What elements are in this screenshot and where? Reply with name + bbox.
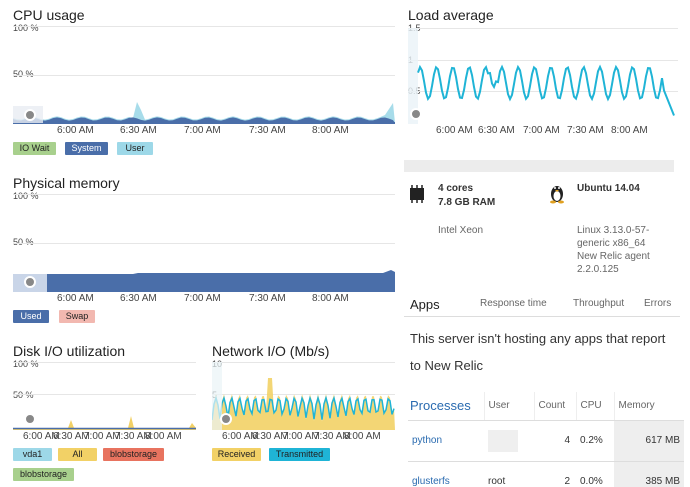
range-handle-icon[interactable] [410,108,422,120]
process-cpu: 0.2% [576,420,614,462]
col-cpu[interactable]: CPU [575,392,614,421]
legend-blobstorage-green[interactable]: blobstorage [13,468,74,481]
disk-x-tick: 6:00 AM [23,431,60,442]
disk-x-tick: 8:00 AM [145,431,182,442]
processes-table: Processes User Count CPU Memory python 4… [408,392,684,487]
network-chart[interactable] [212,362,395,430]
server-cpu-model: Intel Xeon [438,225,484,236]
cpu-chart[interactable] [13,26,395,126]
server-cores: 4 cores [438,183,474,194]
cpu-y-mid: 50 % [13,69,34,79]
load-x-tick: 6:30 AM [478,125,515,136]
legend-all[interactable]: All [58,448,97,461]
memory-x-tick: 7:30 AM [249,293,286,304]
load-series-line [417,64,675,116]
cpu-x-tick: 7:30 AM [249,125,286,136]
legend-system[interactable]: System [65,142,108,155]
network-x-tick: 6:30 AM [252,431,289,442]
range-handle-icon[interactable] [24,109,36,121]
network-transmitted-line [212,395,395,421]
server-agent-version: 2.2.0.125 [577,264,619,275]
linux-tux-icon [550,186,564,204]
apps-divider [404,316,680,317]
load-chart-title: Load average [408,7,494,23]
disk-x-tick: 7:00 AM [84,431,121,442]
network-x-tick: 6:00 AM [222,431,259,442]
cpu-y-top: 100 % [13,23,39,33]
memory-used-area [13,270,395,292]
process-count: 4 [534,420,576,462]
cpu-x-tick: 6:00 AM [57,125,94,136]
range-handle-icon[interactable] [220,413,232,425]
server-os: Ubuntu 14.04 [577,183,640,194]
process-count: 2 [534,461,576,487]
server-ram: 7.8 GB RAM [438,197,496,208]
legend-vda1[interactable]: vda1 [13,448,52,461]
memory-chart[interactable] [13,194,395,292]
disk-chart[interactable] [13,362,196,430]
server-kernel: Linux 3.13.0-57- [577,225,650,236]
apps-empty-message: This server isn't hosting any apps that … [410,331,666,346]
table-row[interactable]: glusterfs root 2 0.0% 385 MB [408,461,684,487]
process-user [484,420,534,462]
col-count[interactable]: Count [533,392,576,421]
network-x-tick: 7:00 AM [283,431,320,442]
apps-col-throughput[interactable]: Throughput [573,298,625,309]
legend-used[interactable]: Used [13,310,49,323]
apps-col-response-time[interactable]: Response time [480,298,547,309]
memory-x-tick: 6:30 AM [120,293,157,304]
network-x-tick: 8:00 AM [344,431,381,442]
server-agent: New Relic agent [577,251,650,262]
process-name[interactable]: python [408,420,484,462]
memory-y-top: 100 % [13,191,39,201]
memory-x-tick: 7:00 AM [184,293,221,304]
processes-header[interactable]: Processes [408,392,484,421]
load-chart[interactable] [408,28,678,124]
load-x-tick: 7:00 AM [523,125,560,136]
process-memory: 385 MB [614,461,684,487]
range-handle-icon[interactable] [24,276,36,288]
load-x-tick: 6:00 AM [436,125,473,136]
cpu-x-tick: 6:30 AM [120,125,157,136]
redacted-user [488,429,518,452]
memory-chart-title: Physical memory [13,175,120,191]
legend-transmitted[interactable]: Transmitted [269,448,330,461]
disk-x-tick: 7:30 AM [115,431,152,442]
memory-x-tick: 6:00 AM [57,293,94,304]
memory-x-tick: 8:00 AM [312,293,349,304]
legend-blobstorage-red[interactable]: blobstorage [103,448,164,461]
legend-io-wait[interactable]: IO Wait [13,142,56,155]
cpu-x-tick: 8:00 AM [312,125,349,136]
disk-chart-title: Disk I/O utilization [13,343,126,359]
apps-empty-message-cont: to New Relic [410,358,483,373]
range-handle-icon[interactable] [24,413,36,425]
apps-col-errors[interactable]: Errors [644,298,672,309]
cpu-system-area [13,117,395,123]
cpu-x-tick: 7:00 AM [184,125,221,136]
redacted-hostname [404,160,674,172]
legend-received[interactable]: Received [212,448,261,461]
legend-swap[interactable]: Swap [59,310,95,323]
process-cpu: 0.0% [576,461,614,487]
disk-x-tick: 6:30 AM [53,431,90,442]
table-row[interactable]: python 4 0.2% 617 MB [408,420,684,462]
load-x-tick: 8:00 AM [611,125,648,136]
network-chart-title: Network I/O (Mb/s) [212,343,330,359]
memory-y-mid: 50 % [13,237,34,247]
col-user[interactable]: User [483,392,534,421]
disk-y-top: 100 % [13,359,39,369]
col-memory[interactable]: Memory [613,392,684,421]
server-kernel-arch: generic x86_64 [577,238,646,249]
cpu-chart-title: CPU usage [13,7,85,23]
apps-title: Apps [410,297,440,312]
process-user: root [484,461,534,487]
process-memory: 617 MB [614,420,684,462]
network-x-tick: 7:30 AM [314,431,351,442]
process-name[interactable]: glusterfs [408,461,484,487]
load-x-tick: 7:30 AM [567,125,604,136]
legend-user[interactable]: User [117,142,153,155]
chip-icon [410,185,424,203]
